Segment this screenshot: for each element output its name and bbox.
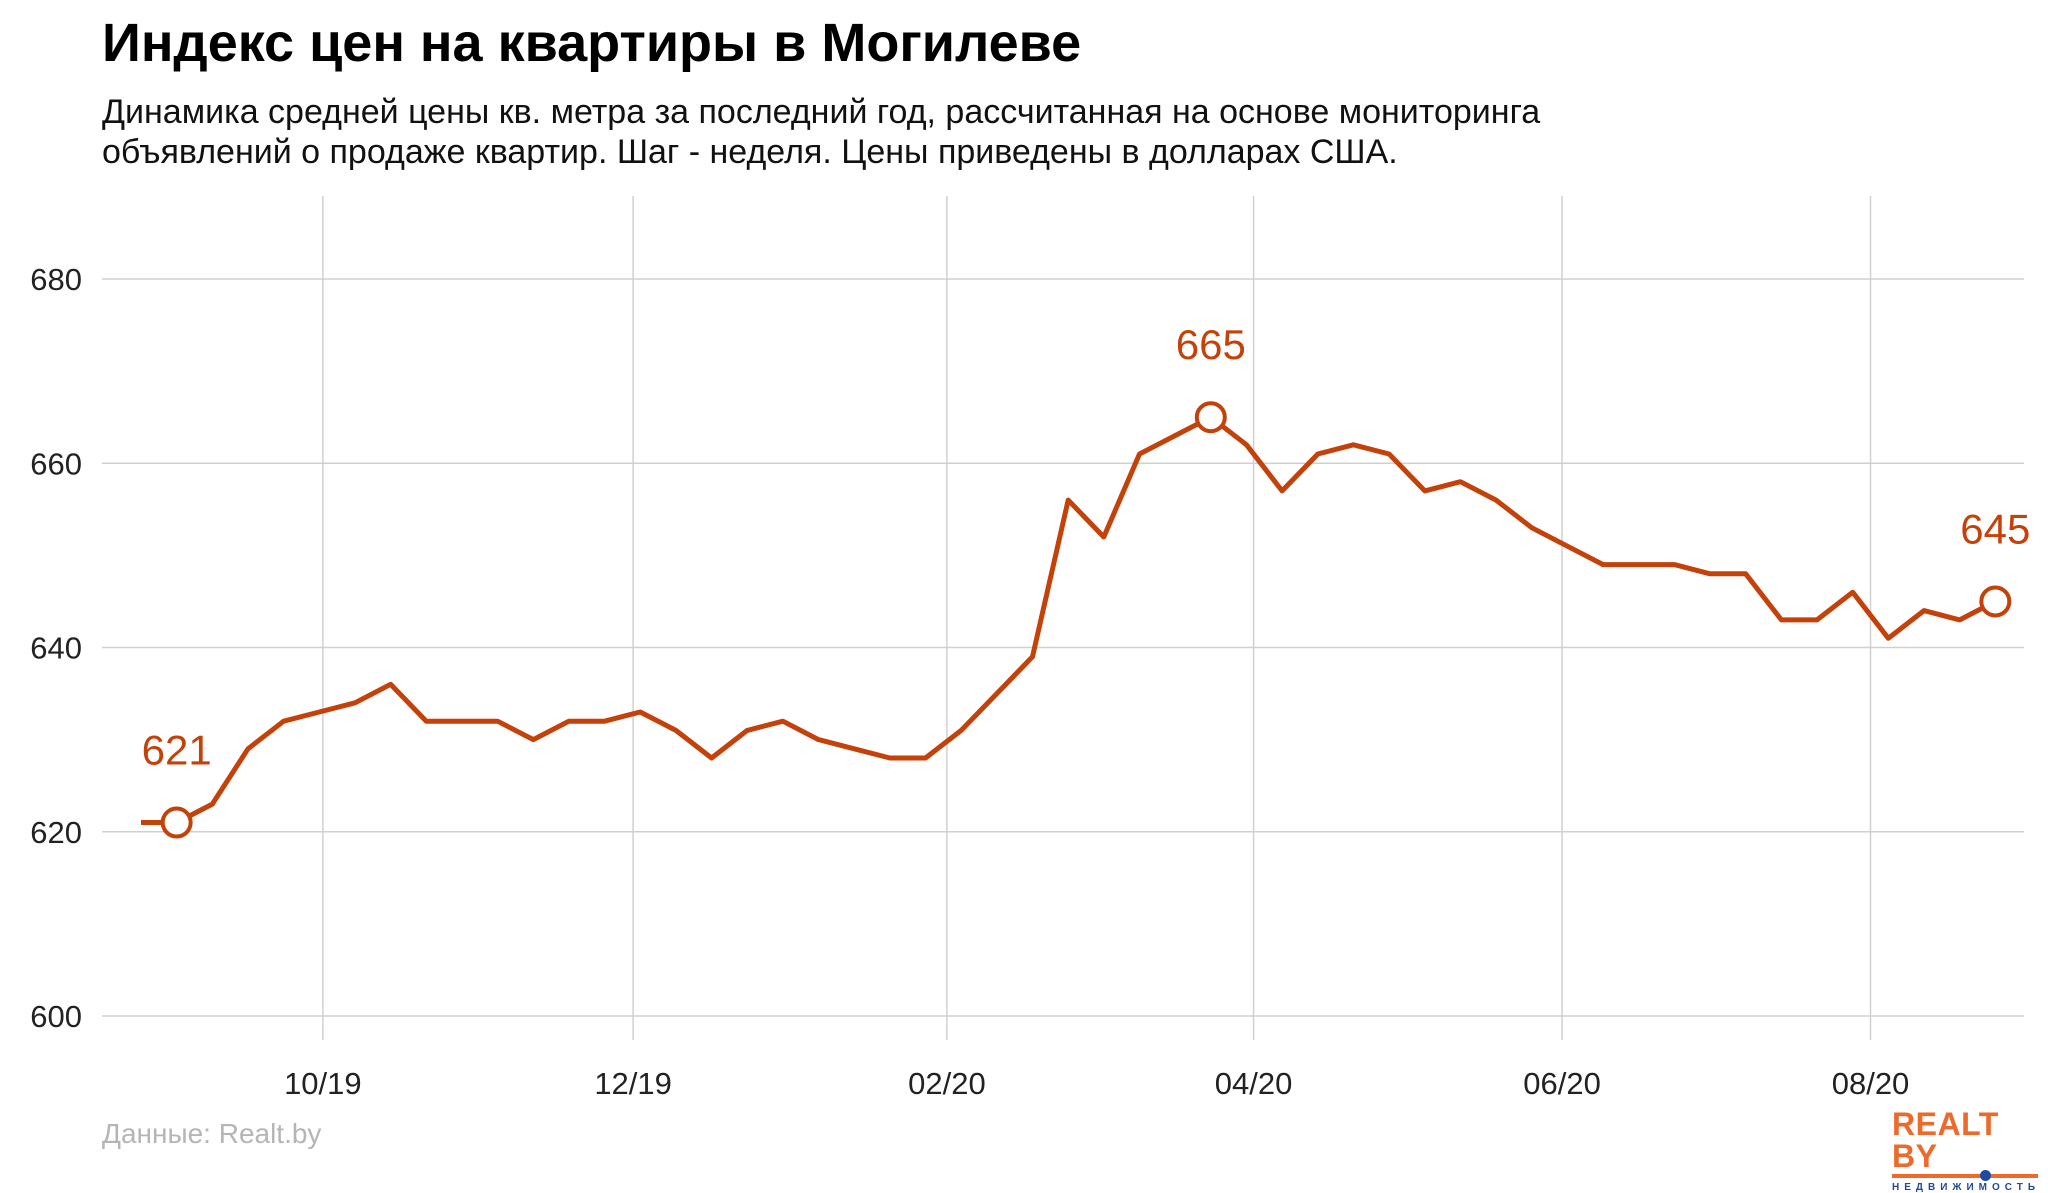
data-point [210, 802, 215, 807]
data-point [566, 719, 571, 724]
data-point [139, 820, 144, 825]
data-point [1957, 617, 1962, 622]
data-point [1351, 442, 1356, 447]
highlight-marker [160, 806, 193, 839]
data-source: Данные: Realt.by [102, 1118, 322, 1149]
price-line [141, 414, 1997, 825]
x-tick-label: 06/20 [1523, 1066, 1601, 1101]
data-point [1315, 452, 1320, 457]
data-point [459, 719, 464, 724]
data-point [495, 719, 500, 724]
logo-underline [1892, 1170, 2038, 1181]
chart-subtitle: Динамика средней цены кв. метра за после… [102, 92, 1802, 172]
y-tick-label: 600 [30, 999, 82, 1034]
data-point [1244, 442, 1249, 447]
x-tick-label: 10/19 [284, 1066, 362, 1101]
data-point [245, 746, 250, 751]
data-point [602, 719, 607, 724]
data-point [994, 691, 999, 696]
data-point [780, 719, 785, 724]
data-point [1422, 488, 1427, 493]
logo-dot [1980, 1170, 1991, 1181]
grid [102, 196, 2024, 1040]
y-tick-label: 620 [30, 815, 82, 850]
data-point [388, 682, 393, 687]
x-tick-label: 08/20 [1832, 1066, 1910, 1101]
data-point [923, 756, 928, 761]
data-point [1708, 571, 1713, 576]
highlight-marker [1979, 585, 2012, 618]
data-label: 665 [1176, 321, 1246, 368]
data-point [887, 756, 892, 761]
data-point [424, 719, 429, 724]
data-point [1672, 562, 1677, 567]
logo-text: REALT BY [1892, 1106, 1999, 1174]
data-point [1529, 525, 1534, 530]
data-label: 621 [142, 727, 212, 774]
data-point [1886, 636, 1891, 641]
y-tick-label: 640 [30, 631, 82, 666]
data-point [745, 728, 750, 733]
data-point [531, 737, 536, 742]
data-label: 645 [1960, 505, 2030, 552]
y-axis: 600 620 640 660 680 [30, 262, 82, 1034]
data-point [1779, 617, 1784, 622]
subtitle-line-2: объявлений о продаже квартир. Шаг - неде… [102, 133, 1398, 171]
data-point [1743, 571, 1748, 576]
data-point [1815, 617, 1820, 622]
chart-title: Индекс цен на квартиры в Могилеве [102, 13, 1082, 73]
data-point [1101, 534, 1106, 539]
data-point [1066, 498, 1071, 503]
data-point [1636, 562, 1641, 567]
data-point [1280, 488, 1285, 493]
data-point [281, 719, 286, 724]
y-tick-label: 660 [30, 446, 82, 481]
series [139, 414, 1997, 825]
realt-logo[interactable]: REALT BY НЕДВИЖИМОСТЬ [1892, 1108, 2038, 1193]
logo-subtext: НЕДВИЖИМОСТЬ [1892, 1182, 2041, 1193]
x-axis: 10/19 12/19 02/20 04/20 06/20 08/20 [284, 1066, 1909, 1101]
data-point [959, 728, 964, 733]
data-point [1173, 433, 1178, 438]
data-point [1387, 452, 1392, 457]
data-point [1565, 544, 1570, 549]
data-point [352, 700, 357, 705]
data-point [1601, 562, 1606, 567]
data-point [1137, 452, 1142, 457]
y-tick-label: 680 [30, 262, 82, 297]
data-point [1458, 479, 1463, 484]
annotations: 621 665 645 [142, 321, 2030, 839]
data-point [673, 728, 678, 733]
data-point [1030, 654, 1035, 659]
data-point [638, 709, 643, 714]
data-point [1850, 590, 1855, 595]
x-tick-label: 04/20 [1215, 1066, 1293, 1101]
x-tick-label: 02/20 [908, 1066, 986, 1101]
highlight-marker [1194, 401, 1227, 434]
data-point [852, 746, 857, 751]
data-point [1922, 608, 1927, 613]
data-point [816, 737, 821, 742]
data-point [709, 756, 714, 761]
x-tick-label: 12/19 [594, 1066, 672, 1101]
subtitle-line-1: Динамика средней цены кв. метра за после… [102, 93, 1541, 131]
data-point [317, 709, 322, 714]
data-point [1494, 498, 1499, 503]
